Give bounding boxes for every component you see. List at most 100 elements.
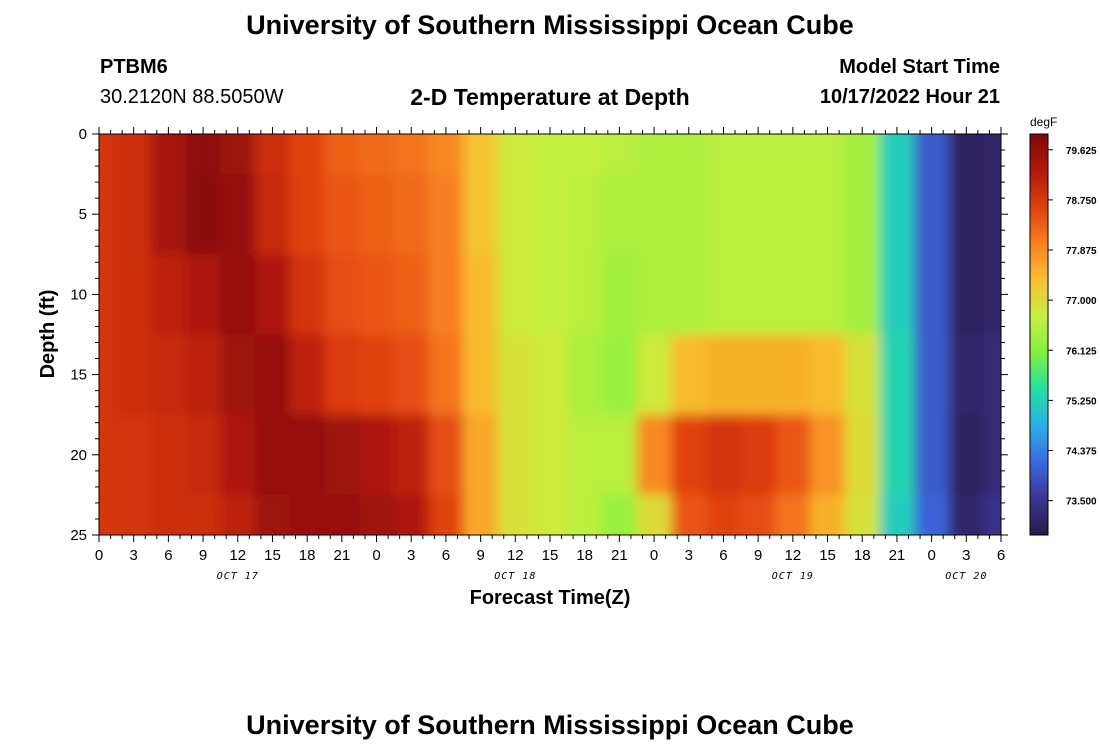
heatmap-cell	[810, 334, 846, 416]
heatmap-cell	[116, 494, 153, 535]
heatmap-cell	[810, 494, 846, 535]
heatmap-cell	[428, 334, 465, 416]
heatmap-cell	[497, 174, 534, 256]
heatmap-cell	[948, 254, 985, 336]
heatmap-cell	[775, 494, 812, 535]
chart-subtitle: 2-D Temperature at Depth	[410, 84, 690, 110]
x-tick-label: 6	[997, 547, 1005, 564]
heatmap-cell	[879, 174, 916, 256]
heatmap-cell	[983, 174, 1001, 256]
heatmap-cell	[116, 414, 153, 496]
heatmap-cell	[844, 254, 881, 336]
footer-title: University of Southern Mississippi Ocean…	[246, 710, 854, 740]
y-tick-label: 20	[70, 447, 87, 464]
heatmap-cell	[532, 414, 569, 496]
x-tick-label: 18	[854, 547, 871, 564]
heatmap-cell	[359, 414, 395, 496]
heatmap-cell	[289, 174, 326, 256]
heatmap-cell	[185, 174, 222, 256]
heatmap-cell	[255, 414, 291, 496]
colorbar-tick-label: 78.750	[1066, 196, 1097, 207]
heatmap-cell	[289, 414, 326, 496]
heatmap-cell	[948, 494, 985, 535]
heatmap-cell	[810, 254, 846, 336]
heatmap-cell	[844, 414, 881, 496]
heatmap-cell	[359, 174, 395, 256]
heatmap-cell	[116, 174, 153, 256]
heatmap-cell	[948, 414, 985, 496]
heatmap-cell	[428, 134, 465, 176]
heatmap-cell	[116, 254, 153, 336]
heatmap-cell	[636, 334, 673, 416]
heatmap-cell	[99, 254, 118, 336]
heatmap-cell	[151, 334, 187, 416]
heatmap-cell	[255, 174, 291, 256]
heatmap-cell	[393, 334, 430, 416]
station-coordinates: 30.2120N 88.5050W	[100, 86, 284, 108]
heatmap-cell	[220, 174, 257, 256]
x-tick-label: 21	[889, 547, 906, 564]
heatmap-cell	[185, 134, 222, 176]
heatmap-cell	[810, 414, 846, 496]
date-label: OCT 19	[772, 571, 814, 582]
heatmap-cell	[151, 494, 187, 535]
colorbar	[1029, 133, 1049, 536]
heatmap-cell	[706, 134, 742, 176]
heatmap-cell	[983, 134, 1001, 176]
x-tick-label: 0	[927, 547, 935, 564]
heatmap-cell	[602, 134, 638, 176]
heatmap-cell	[532, 134, 569, 176]
heatmap-cell	[428, 494, 465, 535]
heatmap-cell	[948, 174, 985, 256]
heatmap-cell	[289, 334, 326, 416]
heatmap-cell	[393, 174, 430, 256]
heatmap-cell	[463, 334, 499, 416]
x-tick-label: 3	[130, 547, 138, 564]
heatmap-cell	[602, 494, 638, 535]
heatmap-cell	[914, 254, 950, 336]
x-tick-label: 6	[442, 547, 450, 564]
heatmap-cell	[359, 134, 395, 176]
heatmap-cell	[185, 334, 222, 416]
heatmap-cell	[497, 254, 534, 336]
heatmap-cell	[99, 414, 118, 496]
heatmap-cell	[740, 494, 777, 535]
heatmap-cell	[289, 494, 326, 535]
heatmap-cell	[99, 494, 118, 535]
heatmap-cell	[983, 334, 1001, 416]
heatmap-cell	[914, 334, 950, 416]
heatmap-cell	[567, 254, 604, 336]
heatmap-cell	[983, 494, 1001, 535]
heatmap-cell	[255, 254, 291, 336]
heatmap-cell	[671, 174, 708, 256]
heatmap-cell	[289, 134, 326, 176]
heatmap-cell	[636, 494, 673, 535]
x-tick-label: 9	[199, 547, 207, 564]
heatmap-cell	[740, 414, 777, 496]
date-label: OCT 18	[494, 571, 536, 582]
x-tick-label: 21	[334, 547, 351, 564]
heatmap-cell	[151, 254, 187, 336]
date-label: OCT 17	[217, 571, 259, 582]
y-tick-label: 15	[70, 367, 87, 384]
heatmap-cell	[359, 494, 395, 535]
heatmap-cell	[255, 134, 291, 176]
heatmap-cell	[914, 494, 950, 535]
heatmap-cell	[220, 254, 257, 336]
colorbar-ticks: 79.625 78.750 77.875 77.000 76.125 75.250 74.3…	[1048, 146, 1097, 508]
heatmap-cell	[463, 174, 499, 256]
x-tick-label: 3	[962, 547, 970, 564]
colorbar-tick-label: 77.000	[1066, 296, 1097, 307]
colorbar-tick-label: 75.250	[1066, 396, 1097, 407]
date-labels: OCT 17 OCT 18 OCT 19 OCT 20	[217, 571, 987, 582]
heatmap-cell	[567, 134, 604, 176]
heatmap-cell	[948, 334, 985, 416]
heatmap-cell	[220, 494, 257, 535]
heatmap-cell	[428, 254, 465, 336]
heatmap-cell	[324, 334, 361, 416]
heatmap-cell	[983, 254, 1001, 336]
colorbar-tick-label: 76.125	[1066, 346, 1097, 357]
heatmap-cell	[775, 134, 812, 176]
x-tick-label: 3	[685, 547, 693, 564]
heatmap-cell	[844, 334, 881, 416]
